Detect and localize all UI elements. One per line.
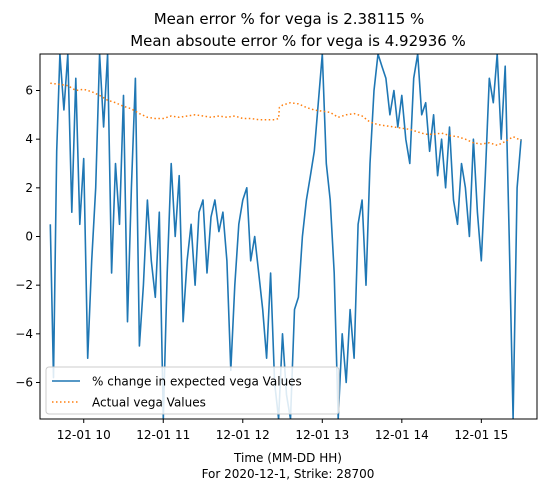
x-axis-sublabel: For 2020-12-1, Strike: 28700 xyxy=(202,467,375,481)
legend-label-expected: % change in expected vega Values xyxy=(92,375,302,389)
y-tick-label: −6 xyxy=(15,376,33,390)
x-tick-label: 12-01 14 xyxy=(375,428,429,442)
series-layer xyxy=(49,54,522,419)
legend-label-actual: Actual vega Values xyxy=(92,396,206,410)
y-tick-label: 6 xyxy=(25,84,33,98)
x-tick-label: 12-01 12 xyxy=(216,428,270,442)
x-tick-label: 12-01 15 xyxy=(454,428,508,442)
y-axis: 6 4 2 0 −2 −4 −6 xyxy=(15,84,40,390)
chart-title-line1: Mean error % for vega is 2.38115 % xyxy=(154,10,425,28)
x-axis: 12-01 10 12-01 11 12-01 12 12-01 13 12-01 14… xyxy=(57,419,508,442)
x-tick-label: 12-01 13 xyxy=(295,428,349,442)
y-tick-label: 4 xyxy=(25,132,33,146)
plot-frame xyxy=(39,53,538,420)
series-line-actual-vega xyxy=(50,82,522,147)
y-tick-label: −2 xyxy=(15,278,33,292)
series-line-expected-vega-change xyxy=(49,54,522,419)
legend: % change in expected vega Values Actual … xyxy=(45,366,340,415)
legend-box xyxy=(45,366,340,415)
y-tick-label: 2 xyxy=(25,181,33,195)
y-tick-label: −4 xyxy=(15,327,33,341)
y-tick-label: 0 xyxy=(25,230,33,244)
x-tick-label: 12-01 11 xyxy=(136,428,190,442)
chart-title-line2: Mean absoute error % for vega is 4.92936… xyxy=(130,32,466,50)
x-axis-label: Time (MM-DD HH) xyxy=(233,451,342,465)
x-tick-label: 12-01 10 xyxy=(57,428,111,442)
